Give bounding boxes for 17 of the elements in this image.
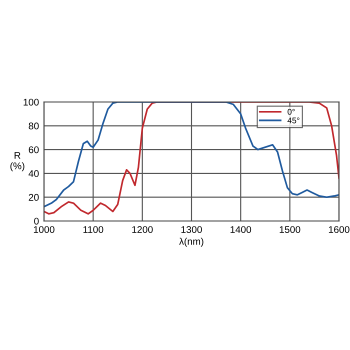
y-tick-label: 60: [28, 146, 39, 154]
y-tick-label: 40: [28, 170, 39, 178]
x-tick-label: 1400: [230, 226, 252, 233]
x-tick-label: 1200: [132, 226, 153, 233]
x-tick-label: 1000: [34, 226, 54, 233]
x-tick-label: 1100: [83, 226, 104, 233]
legend-label: 0°: [288, 108, 295, 115]
x-axis-title: λ(nm): [179, 238, 204, 247]
y-tick-label: 20: [28, 194, 39, 201]
y-axis-title: R (%): [10, 152, 24, 172]
y-tick-label: 100: [24, 98, 39, 106]
x-tick-label: 1300: [181, 226, 202, 233]
y-tick-label: 0: [34, 218, 39, 225]
x-tick-label: 1600: [328, 226, 350, 233]
y-tick-label: 80: [28, 122, 39, 130]
x-tick-label: 1500: [280, 226, 300, 233]
legend-label: 45°: [287, 117, 300, 124]
